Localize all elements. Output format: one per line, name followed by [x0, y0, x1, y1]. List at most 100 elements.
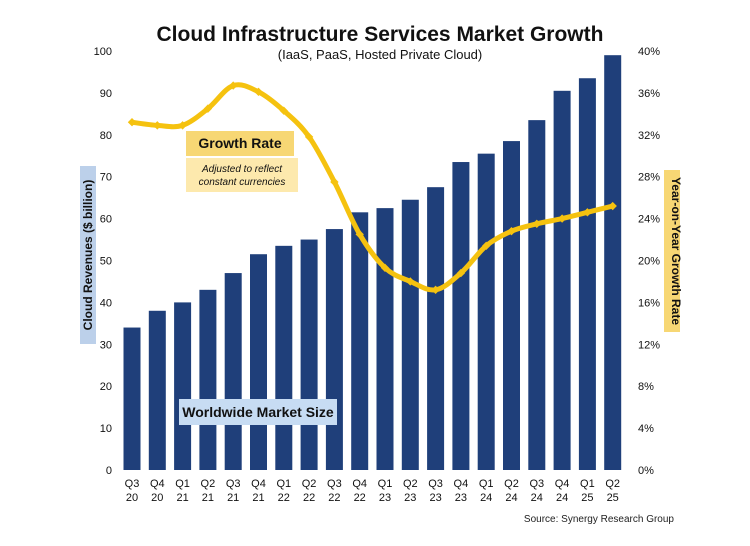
right-tick-label: 16% [638, 297, 660, 309]
growth-line-series [127, 81, 617, 295]
right-axis-title-box [664, 170, 680, 332]
category-quarter-label: Q3 [428, 478, 443, 490]
bar [300, 239, 318, 470]
left-tick-label: 10 [100, 423, 112, 435]
right-tick-label: 36% [638, 88, 660, 100]
right-tick-label: 32% [638, 130, 660, 142]
category-year-label: 24 [505, 492, 517, 504]
bar [174, 302, 192, 470]
right-tick-label: 28% [638, 172, 660, 184]
growth-point [330, 177, 339, 187]
bar [578, 78, 596, 471]
bar [401, 199, 419, 470]
category-year-label: 21 [202, 492, 214, 504]
right-tick-label: 0% [638, 465, 654, 477]
category-year-label: 21 [176, 492, 188, 504]
bar [351, 212, 369, 470]
category-quarter-label: Q2 [201, 478, 216, 490]
left-axis-title-box [80, 166, 96, 344]
right-tick-label: 4% [638, 423, 654, 435]
category-year-label: 24 [480, 492, 492, 504]
category-year-label: 23 [379, 492, 391, 504]
left-tick-label: 70 [100, 172, 112, 184]
bar [325, 229, 343, 470]
category-year-label: 23 [429, 492, 441, 504]
category-quarter-label: Q1 [175, 478, 190, 490]
left-tick-label: 100 [94, 46, 112, 58]
category-quarter-label: Q3 [327, 478, 342, 490]
growth-note-line-1: Adjusted to reflect [201, 164, 283, 175]
bar [477, 153, 495, 470]
category-quarter-label: Q3 [125, 478, 140, 490]
category-year-label: 20 [126, 492, 138, 504]
market-size-annotation: Worldwide Market Size [179, 399, 337, 425]
left-tick-label: 60 [100, 214, 112, 226]
category-year-label: 24 [556, 492, 568, 504]
category-quarter-label: Q2 [605, 478, 620, 490]
chart-subtitle: (IaaS, PaaS, Hosted Private Cloud) [278, 47, 483, 62]
bar [275, 245, 293, 470]
left-axis-ticks: 0 10 20 30 40 50 60 70 80 90 100 [94, 46, 112, 477]
left-axis-title: Cloud Revenues ($ billion) [81, 180, 95, 331]
category-year-label: 23 [455, 492, 467, 504]
growth-point [431, 285, 440, 295]
growth-rate-label-box [186, 131, 294, 156]
category-quarter-label: Q1 [479, 478, 494, 490]
category-labels: Q3 20 Q4 20 Q1 21 Q2 21 Q3 21 Q4 21 Q1 22 Q2 22 Q3 22 Q4 22… [125, 478, 620, 504]
growth-point [507, 226, 516, 236]
category-year-label: 22 [328, 492, 340, 504]
right-axis-ticks: 0% 4% 8% 12% 16% 20% 24% 28% 32% 36% 40% [638, 46, 660, 477]
category-year-label: 20 [151, 492, 163, 504]
category-quarter-label: Q2 [504, 478, 519, 490]
category-quarter-label: Q4 [150, 478, 165, 490]
source-note: Source: Synergy Research Group [524, 514, 675, 525]
category-year-label: 22 [278, 492, 290, 504]
bar [123, 327, 141, 470]
bar [427, 187, 445, 471]
right-tick-label: 8% [638, 381, 654, 393]
right-tick-label: 12% [638, 339, 660, 351]
category-year-label: 25 [607, 492, 619, 504]
growth-point [406, 277, 415, 286]
bar [528, 120, 546, 470]
category-year-label: 21 [252, 492, 264, 504]
growth-note-line-2: constant currencies [199, 177, 286, 188]
left-tick-label: 40 [100, 297, 112, 309]
left-tick-label: 90 [100, 88, 112, 100]
category-quarter-label: Q1 [378, 478, 393, 490]
chart-title: Cloud Infrastructure Services Market Gro… [157, 23, 604, 46]
growth-point [355, 230, 364, 239]
category-year-label: 23 [404, 492, 416, 504]
right-tick-label: 20% [638, 256, 660, 268]
growth-point [532, 219, 541, 229]
market-size-label: Worldwide Market Size [182, 404, 334, 420]
growth-point [279, 106, 288, 115]
growth-point [482, 241, 491, 251]
category-quarter-label: Q3 [529, 478, 544, 490]
category-quarter-label: Q1 [580, 478, 595, 490]
growth-point [254, 87, 263, 97]
growth-point [304, 132, 314, 142]
growth-note-box [186, 158, 298, 192]
growth-point [178, 121, 187, 130]
bar [376, 208, 394, 470]
category-year-label: 24 [531, 492, 543, 504]
left-tick-label: 30 [100, 339, 112, 351]
left-tick-label: 80 [100, 130, 112, 142]
growth-point [557, 214, 567, 223]
growth-point [229, 81, 238, 90]
category-quarter-label: Q2 [403, 478, 418, 490]
right-axis-title-group: Year-on-Year Growth Rate [664, 170, 683, 332]
category-year-label: 22 [303, 492, 315, 504]
bar [148, 310, 166, 470]
bar [604, 55, 622, 470]
growth-point [203, 104, 213, 113]
right-tick-label: 40% [638, 46, 660, 58]
growth-rate-label: Growth Rate [198, 135, 281, 151]
growth-point [127, 118, 137, 127]
growth-point [153, 121, 162, 130]
category-quarter-label: Q4 [352, 478, 367, 490]
growth-point [456, 268, 466, 278]
growth-point [380, 263, 390, 273]
